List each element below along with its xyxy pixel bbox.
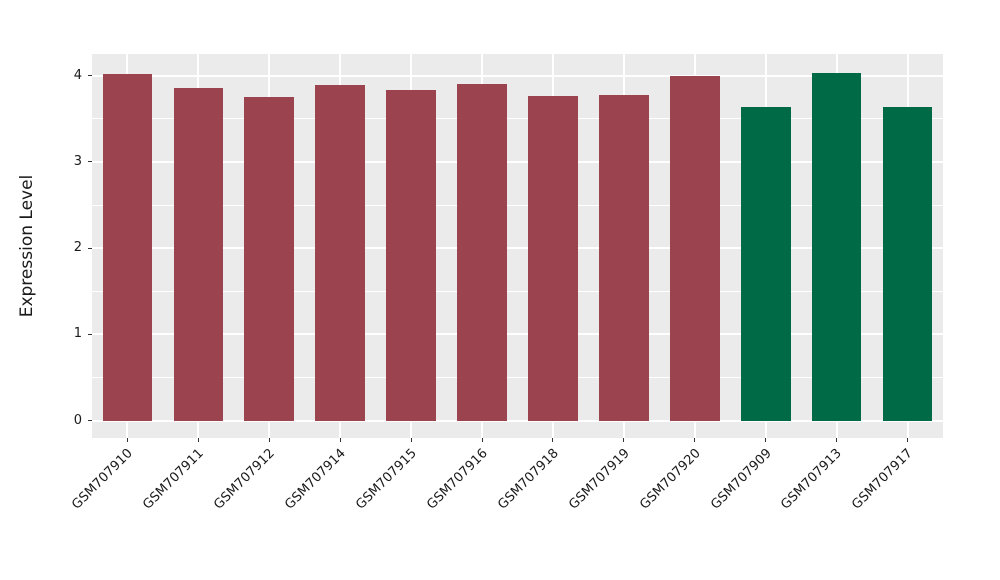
- x-tick-label: GSM707917: [849, 446, 917, 513]
- x-tick-label: GSM707910: [69, 446, 137, 513]
- plot-panel-background: [92, 54, 943, 438]
- y-axis-tick: [88, 420, 92, 422]
- x-axis-tick: [197, 438, 199, 442]
- x-tick-label: GSM707911: [140, 446, 207, 513]
- x-axis-tick: [765, 438, 767, 442]
- bar-GSM707910: [102, 73, 153, 421]
- y-axis-title: Expression Level: [17, 174, 37, 318]
- y-tick-label: 0: [73, 412, 82, 428]
- x-axis-tick: [552, 438, 554, 442]
- x-tick-label: GSM707913: [778, 446, 846, 513]
- major-gridline: [92, 247, 943, 250]
- minor-gridline: [92, 377, 943, 379]
- x-axis-tick: [410, 438, 412, 442]
- y-axis-tick: [88, 333, 92, 335]
- x-axis-tick: [907, 438, 909, 442]
- major-gridline: [92, 419, 943, 422]
- x-axis-tick: [836, 438, 838, 442]
- bar-GSM707918: [528, 96, 578, 421]
- y-axis-tick: [88, 247, 92, 249]
- major-gridline: [92, 74, 943, 77]
- y-axis-tick: [88, 161, 92, 163]
- x-tick-label: GSM707919: [565, 446, 633, 513]
- x-tick-label: GSM707909: [707, 446, 775, 513]
- minor-gridline: [92, 204, 943, 206]
- major-gridline: [92, 333, 943, 336]
- x-axis-tick: [623, 438, 625, 442]
- minor-gridline: [92, 290, 943, 292]
- bar-GSM707915: [386, 90, 436, 421]
- bar-GSM707914: [315, 85, 366, 421]
- x-tick-label: GSM707918: [494, 446, 562, 513]
- bar-GSM707909: [740, 106, 791, 421]
- y-axis-tick: [88, 75, 92, 77]
- x-axis-tick: [694, 438, 696, 442]
- bar-GSM707911: [173, 87, 224, 421]
- bar-GSM707913: [811, 72, 862, 421]
- minor-gridline: [92, 118, 943, 120]
- bar-GSM707920: [669, 75, 720, 421]
- x-tick-label: GSM707912: [211, 446, 278, 513]
- y-tick-label: 4: [73, 67, 82, 83]
- x-tick-label: GSM707916: [424, 446, 491, 513]
- bar-GSM707912: [244, 97, 295, 421]
- x-axis-tick: [268, 438, 270, 442]
- x-axis-tick: [481, 438, 483, 442]
- x-tick-label: GSM707920: [636, 446, 704, 513]
- bar-GSM707916: [457, 84, 507, 421]
- x-tick-label: GSM707915: [353, 446, 420, 513]
- x-tick-label: GSM707914: [282, 446, 349, 513]
- bar-GSM707919: [599, 94, 649, 421]
- y-tick-label: 2: [73, 240, 82, 256]
- y-tick-label: 3: [73, 153, 82, 169]
- x-axis-tick: [339, 438, 341, 442]
- y-tick-label: 1: [73, 326, 82, 342]
- major-gridline: [92, 160, 943, 163]
- bar-GSM707917: [882, 106, 933, 421]
- x-axis-tick: [126, 438, 128, 442]
